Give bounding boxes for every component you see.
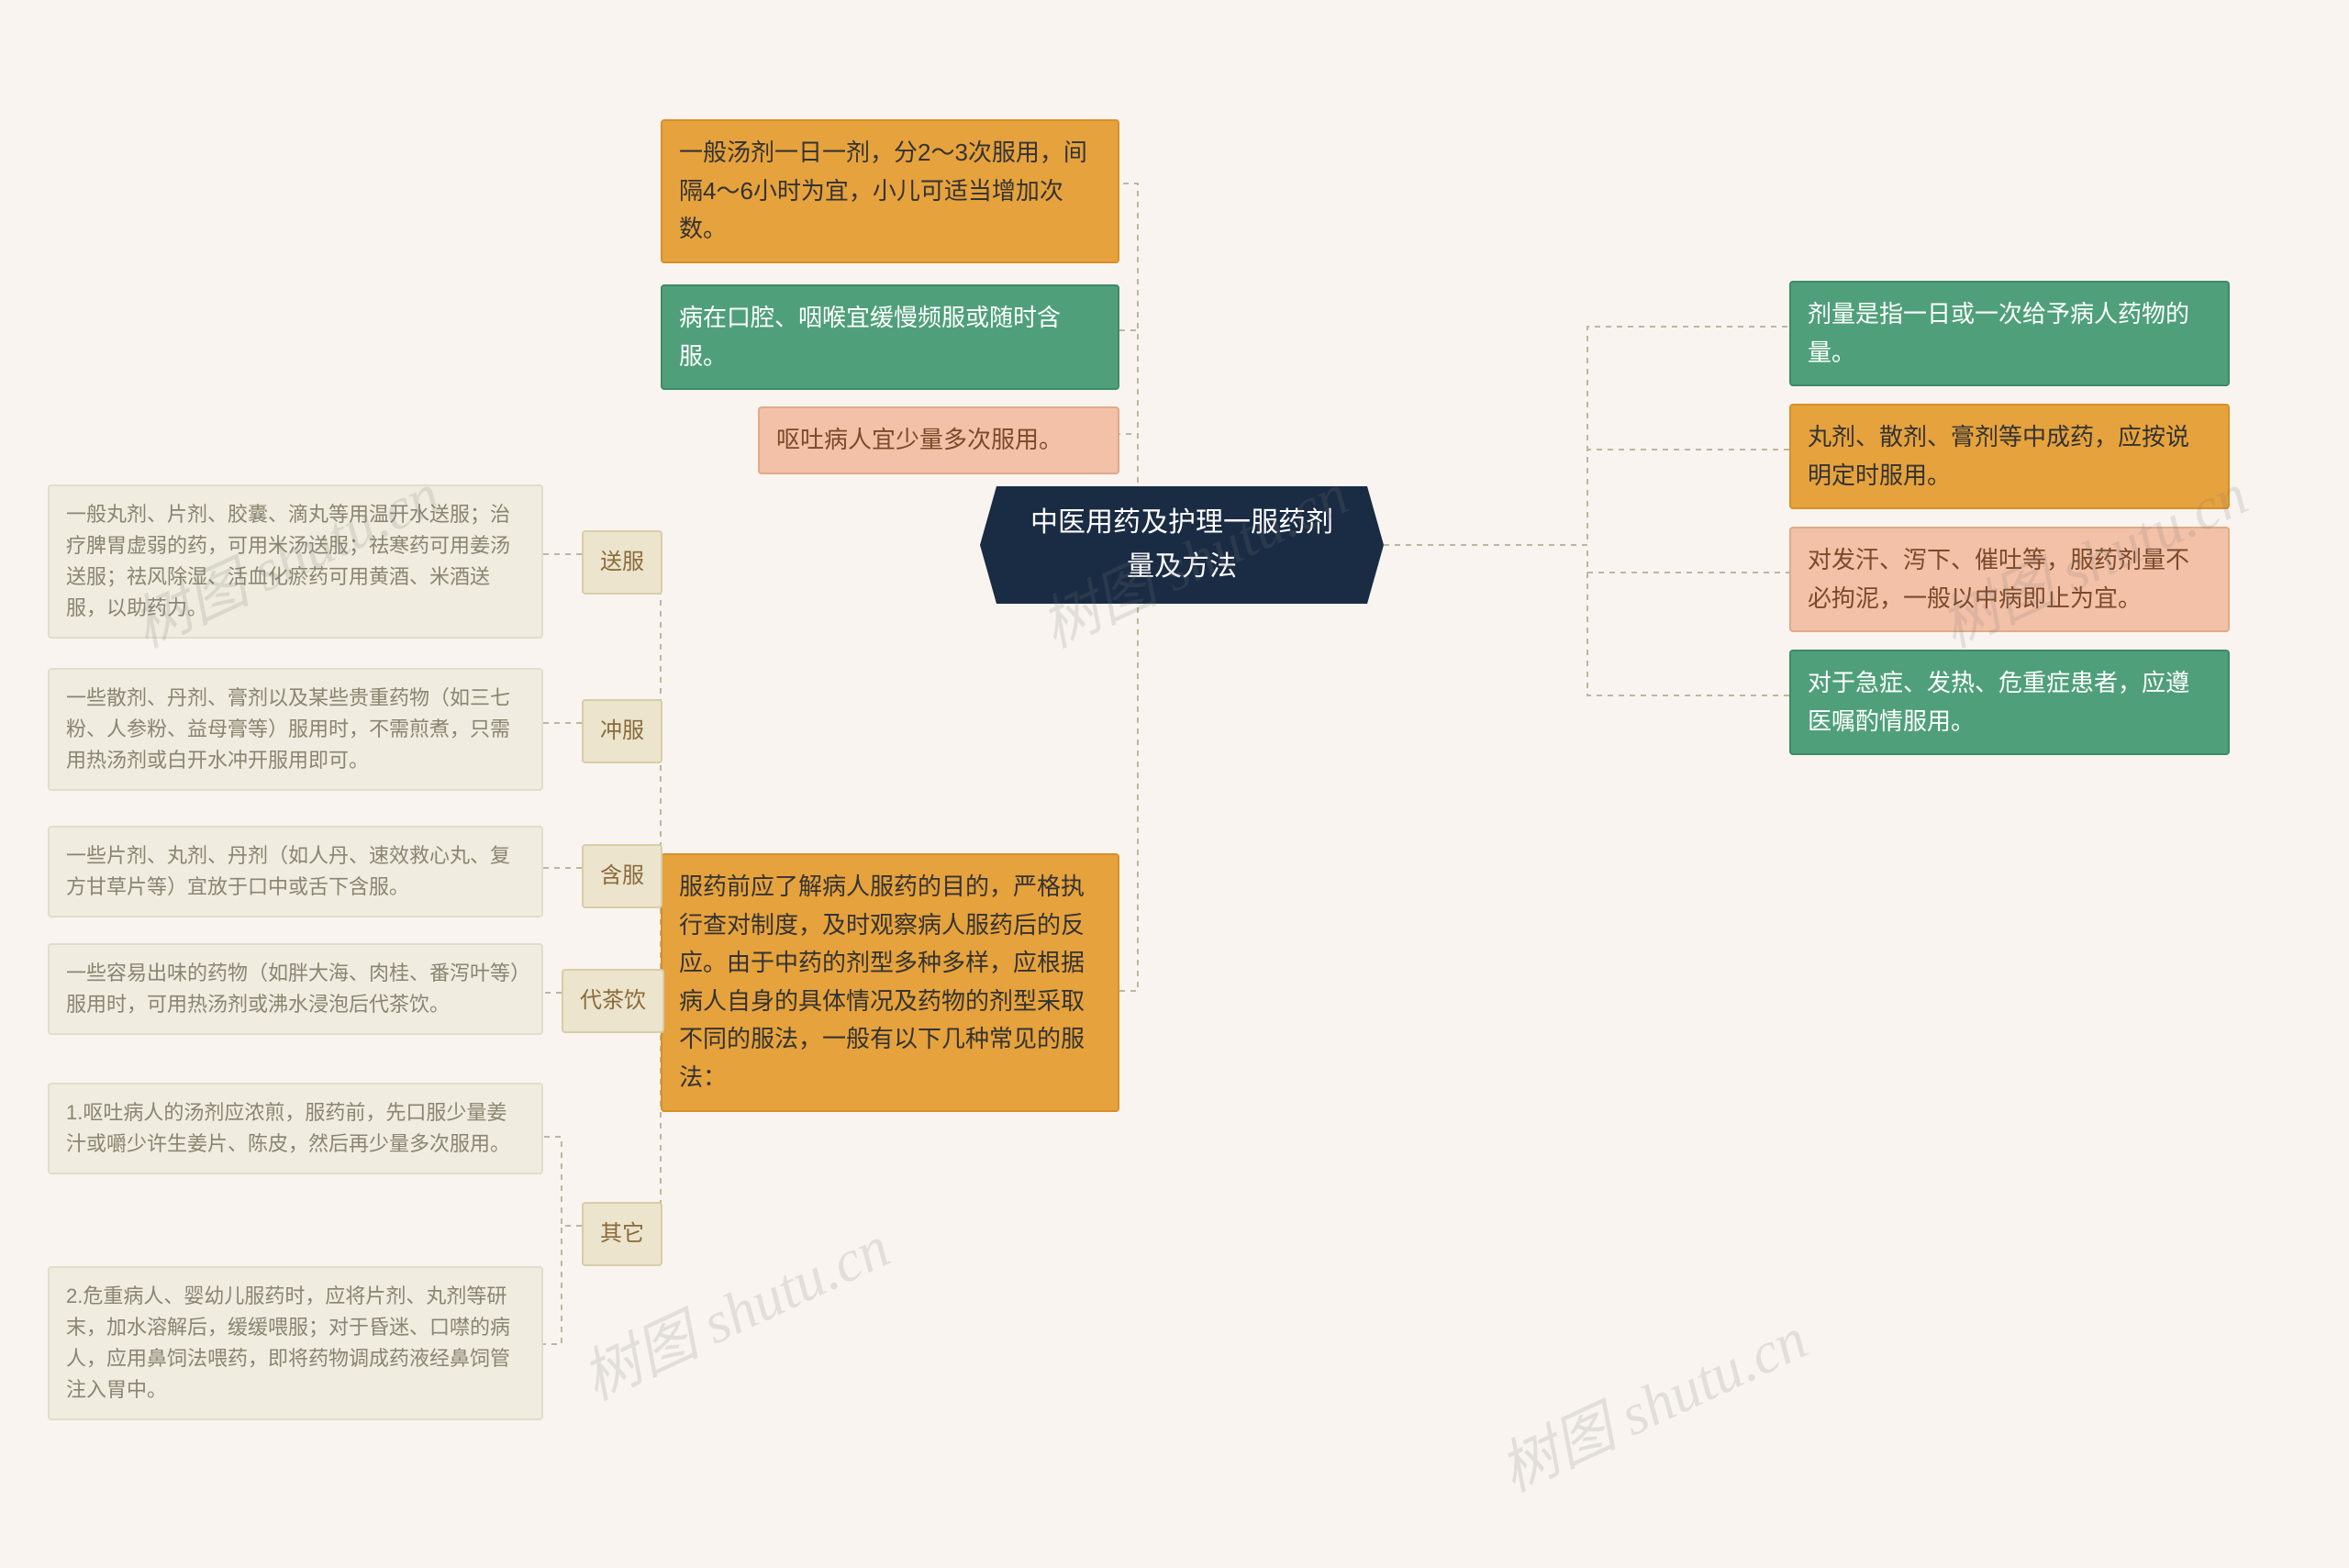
- left-upper-2[interactable]: 病在口腔、咽喉宜缓慢频服或随时含服。: [661, 284, 1119, 390]
- detail-qita-2[interactable]: 2.危重病人、婴幼儿服药时，应将片剂、丸剂等研末，加水溶解后，缓缓喂服；对于昏迷…: [48, 1266, 543, 1420]
- left-upper-1[interactable]: 一般汤剂一日一剂，分2～3次服用，间隔4～6小时为宜，小儿可适当增加次数。: [661, 119, 1119, 263]
- detail-chongfu[interactable]: 一些散剂、丹剂、膏剂以及某些贵重药物（如三七粉、人参粉、益母膏等）服用时，不需煎…: [48, 668, 543, 791]
- left-upper-3[interactable]: 呕吐病人宜少量多次服用。: [758, 406, 1119, 474]
- watermark: 树图 shutu.cn: [1484, 1292, 1818, 1507]
- right-node-3[interactable]: 对发汗、泻下、催吐等，服药剂量不必拘泥，一般以中病即止为宜。: [1789, 527, 2230, 632]
- detail-qita-1[interactable]: 1.呕吐病人的汤剂应浓煎，服药前，先口服少量姜汁或嚼少许生姜片、陈皮，然后再少量…: [48, 1083, 543, 1174]
- left-lower-main[interactable]: 服药前应了解病人服药的目的，严格执行查对制度，及时观察病人服药后的反应。由于中药…: [661, 853, 1119, 1112]
- root-node[interactable]: 中医用药及护理一服药剂 量及方法: [980, 486, 1384, 604]
- method-hanfu[interactable]: 含服: [582, 844, 662, 908]
- right-node-4[interactable]: 对于急症、发热、危重症患者，应遵医嘱酌情服用。: [1789, 650, 2230, 755]
- detail-daichayin[interactable]: 一些容易出味的药物（如胖大海、肉桂、番泻叶等）服用时，可用热汤剂或沸水浸泡后代茶…: [48, 943, 543, 1035]
- right-node-2[interactable]: 丸剂、散剂、膏剂等中成药，应按说明定时服用。: [1789, 404, 2230, 509]
- method-daichayin[interactable]: 代茶饮: [562, 969, 664, 1033]
- method-songfu[interactable]: 送服: [582, 530, 662, 595]
- detail-hanfu[interactable]: 一些片剂、丸剂、丹剂（如人丹、速效救心丸、复方甘草片等）宜放于口中或舌下含服。: [48, 826, 543, 917]
- method-chongfu[interactable]: 冲服: [582, 699, 662, 763]
- method-qita[interactable]: 其它: [582, 1202, 662, 1266]
- detail-songfu[interactable]: 一般丸剂、片剂、胶囊、滴丸等用温开水送服；治疗脾胃虚弱的药，可用米汤送服；祛寒药…: [48, 484, 543, 639]
- root-line2: 量及方法: [1127, 545, 1237, 589]
- root-line1: 中医用药及护理一服药剂: [1030, 501, 1333, 545]
- right-node-1[interactable]: 剂量是指一日或一次给予病人药物的量。: [1789, 281, 2230, 386]
